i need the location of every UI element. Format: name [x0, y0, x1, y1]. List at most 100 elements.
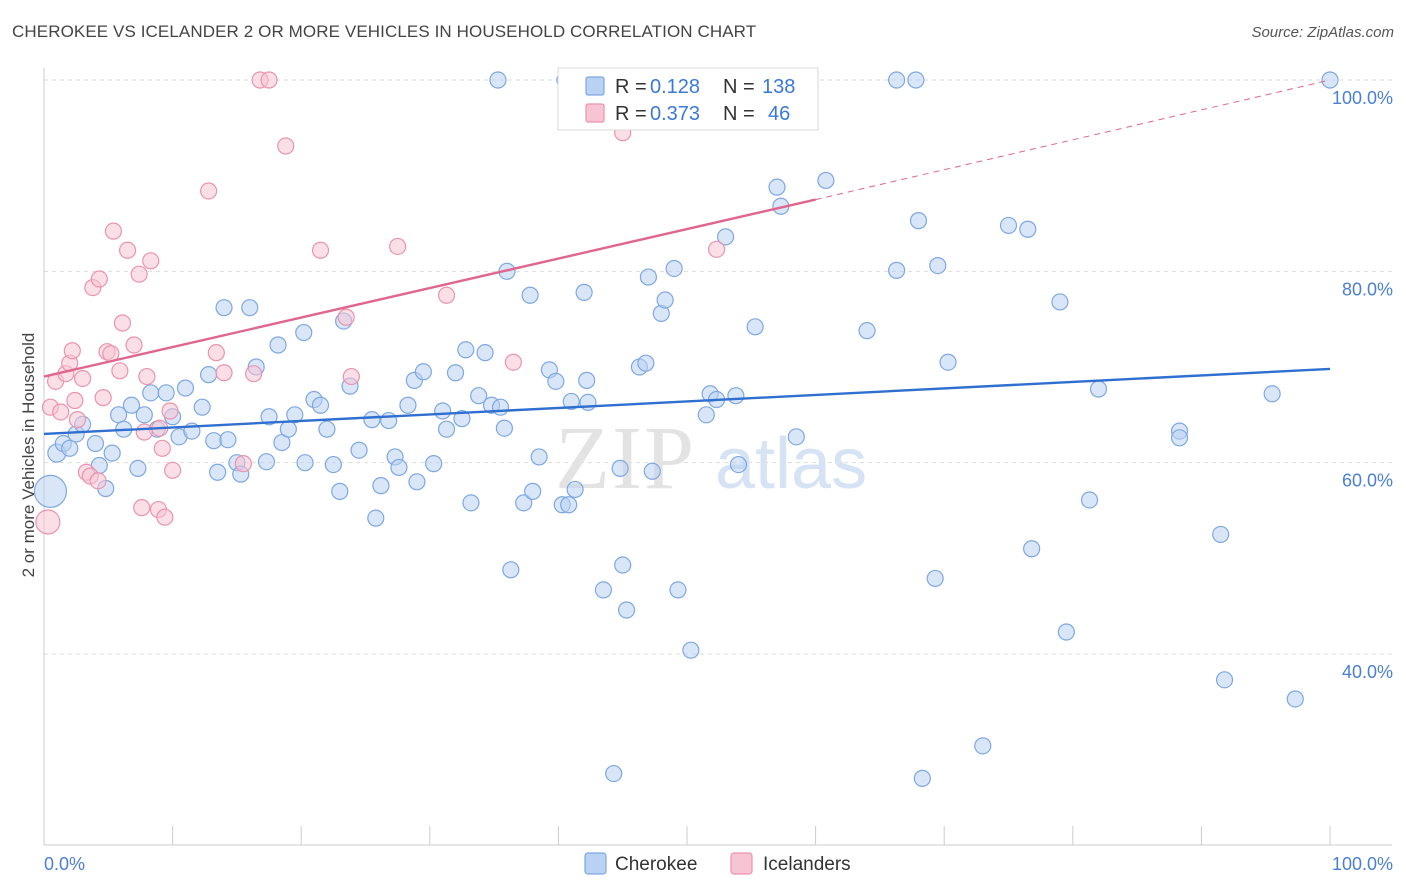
point-cherokee [61, 439, 79, 457]
point-cherokee [999, 216, 1018, 235]
legend-n-label: N = [723, 103, 755, 125]
point-cherokee [926, 569, 944, 588]
point-icelanders [118, 241, 137, 259]
bottom-legend: Cherokee Icelanders [584, 852, 851, 875]
point-cherokee [434, 402, 452, 420]
point-icelanders [66, 391, 84, 410]
source-label: Source: ZipAtlas.com [1251, 24, 1394, 41]
point-icelanders [215, 364, 233, 382]
point-cherokee [219, 431, 237, 449]
point-icelanders [311, 241, 330, 259]
point-cherokee [817, 171, 835, 190]
point-cherokee [530, 448, 548, 466]
point-cherokee [682, 641, 700, 659]
point-cherokee [135, 406, 153, 424]
point-cherokee [637, 354, 655, 372]
point-icelanders [113, 314, 132, 332]
point-cherokee [296, 454, 314, 472]
point-cherokee [331, 482, 349, 500]
point-cherokee [200, 366, 218, 384]
point-cherokee [476, 344, 494, 362]
point-cherokee [578, 371, 596, 389]
point-cherokee [457, 341, 475, 359]
bottom-legend-label-icelanders: Icelanders [763, 854, 851, 875]
point-cherokee [768, 178, 786, 196]
legend-r-value: 0.128 [650, 76, 700, 98]
point-icelanders [111, 362, 129, 380]
point-icelanders [207, 344, 225, 362]
point-icelanders [130, 265, 148, 283]
point-icelanders [125, 336, 143, 354]
point-cherokee [103, 444, 121, 462]
point-cherokee [605, 764, 623, 783]
point-cherokee [279, 420, 297, 438]
point-cherokee [372, 477, 390, 495]
point-cherokee [974, 737, 992, 755]
point-cherokee [1212, 525, 1230, 544]
legend-row-icelanders: R = 0.373 N = 46 [585, 103, 790, 125]
point-cherokee [446, 364, 465, 382]
point-icelanders [337, 308, 355, 326]
point-cherokee [665, 259, 683, 278]
point-cherokee [697, 406, 715, 424]
point-cherokee [1286, 690, 1304, 708]
point-cherokee [617, 601, 636, 619]
point-cherokee [560, 496, 578, 514]
point-cherokee [611, 459, 629, 478]
point-icelanders [89, 472, 107, 490]
point-cherokee [462, 494, 480, 512]
point-cherokee [594, 581, 613, 599]
point-cherokee [491, 398, 510, 416]
point-cherokee [390, 458, 408, 477]
bottom-legend-swatch-cherokee [584, 852, 607, 875]
trend-lines [43, 79, 1331, 436]
point-icelanders [63, 342, 81, 360]
point-cherokee [311, 396, 330, 414]
point-icelanders [161, 402, 179, 420]
point-cherokee [350, 441, 368, 459]
point-icelanders [260, 71, 278, 89]
point-icelanders [389, 237, 407, 256]
point-cherokee [888, 261, 906, 279]
legend-n-label: N = [723, 76, 755, 98]
point-cherokee [324, 455, 342, 474]
point-cherokee [437, 420, 456, 438]
point-cherokee [929, 256, 947, 275]
point-icelanders [135, 423, 153, 441]
point-cherokee [33, 474, 68, 508]
point-cherokee [408, 473, 426, 491]
point-icelanders [277, 137, 295, 155]
y-tick-labels: 40.0% 60.0% 80.0% 100.0% [1332, 88, 1393, 682]
point-cherokee [562, 392, 580, 411]
point-icelanders [156, 508, 174, 526]
point-cherokee [453, 410, 471, 428]
point-icelanders [707, 240, 726, 258]
x-tick-labels: 0.0% 100.0% [44, 854, 1393, 874]
point-icelanders [504, 353, 522, 371]
point-cherokee [521, 286, 539, 304]
point-cherokee [1215, 671, 1234, 689]
y-tick-label: 80.0% [1342, 279, 1393, 299]
point-icelanders [153, 439, 171, 457]
legend-r-label: R = [615, 76, 647, 98]
trendline-icelanders [43, 198, 816, 378]
point-cherokee [727, 387, 745, 405]
point-cherokee [787, 428, 805, 446]
watermark: ZIP atlas [555, 409, 867, 508]
point-cherokee [1019, 220, 1037, 238]
point-cherokee [157, 384, 175, 402]
point-icelanders [68, 411, 87, 429]
point-icelanders [90, 270, 108, 288]
point-icelanders [164, 461, 182, 479]
point-cherokee [746, 318, 764, 336]
point-cherokee [257, 453, 276, 471]
point-cherokee [524, 482, 542, 500]
point-cherokee [209, 463, 227, 481]
chart-title: CHEROKEE VS ICELANDER 2 OR MORE VEHICLES… [12, 22, 757, 41]
point-cherokee [367, 509, 385, 527]
point-cherokee [495, 419, 513, 437]
point-cherokee [414, 363, 432, 381]
axes [43, 68, 1392, 846]
point-icelanders [245, 365, 263, 383]
point-cherokee [547, 372, 565, 390]
